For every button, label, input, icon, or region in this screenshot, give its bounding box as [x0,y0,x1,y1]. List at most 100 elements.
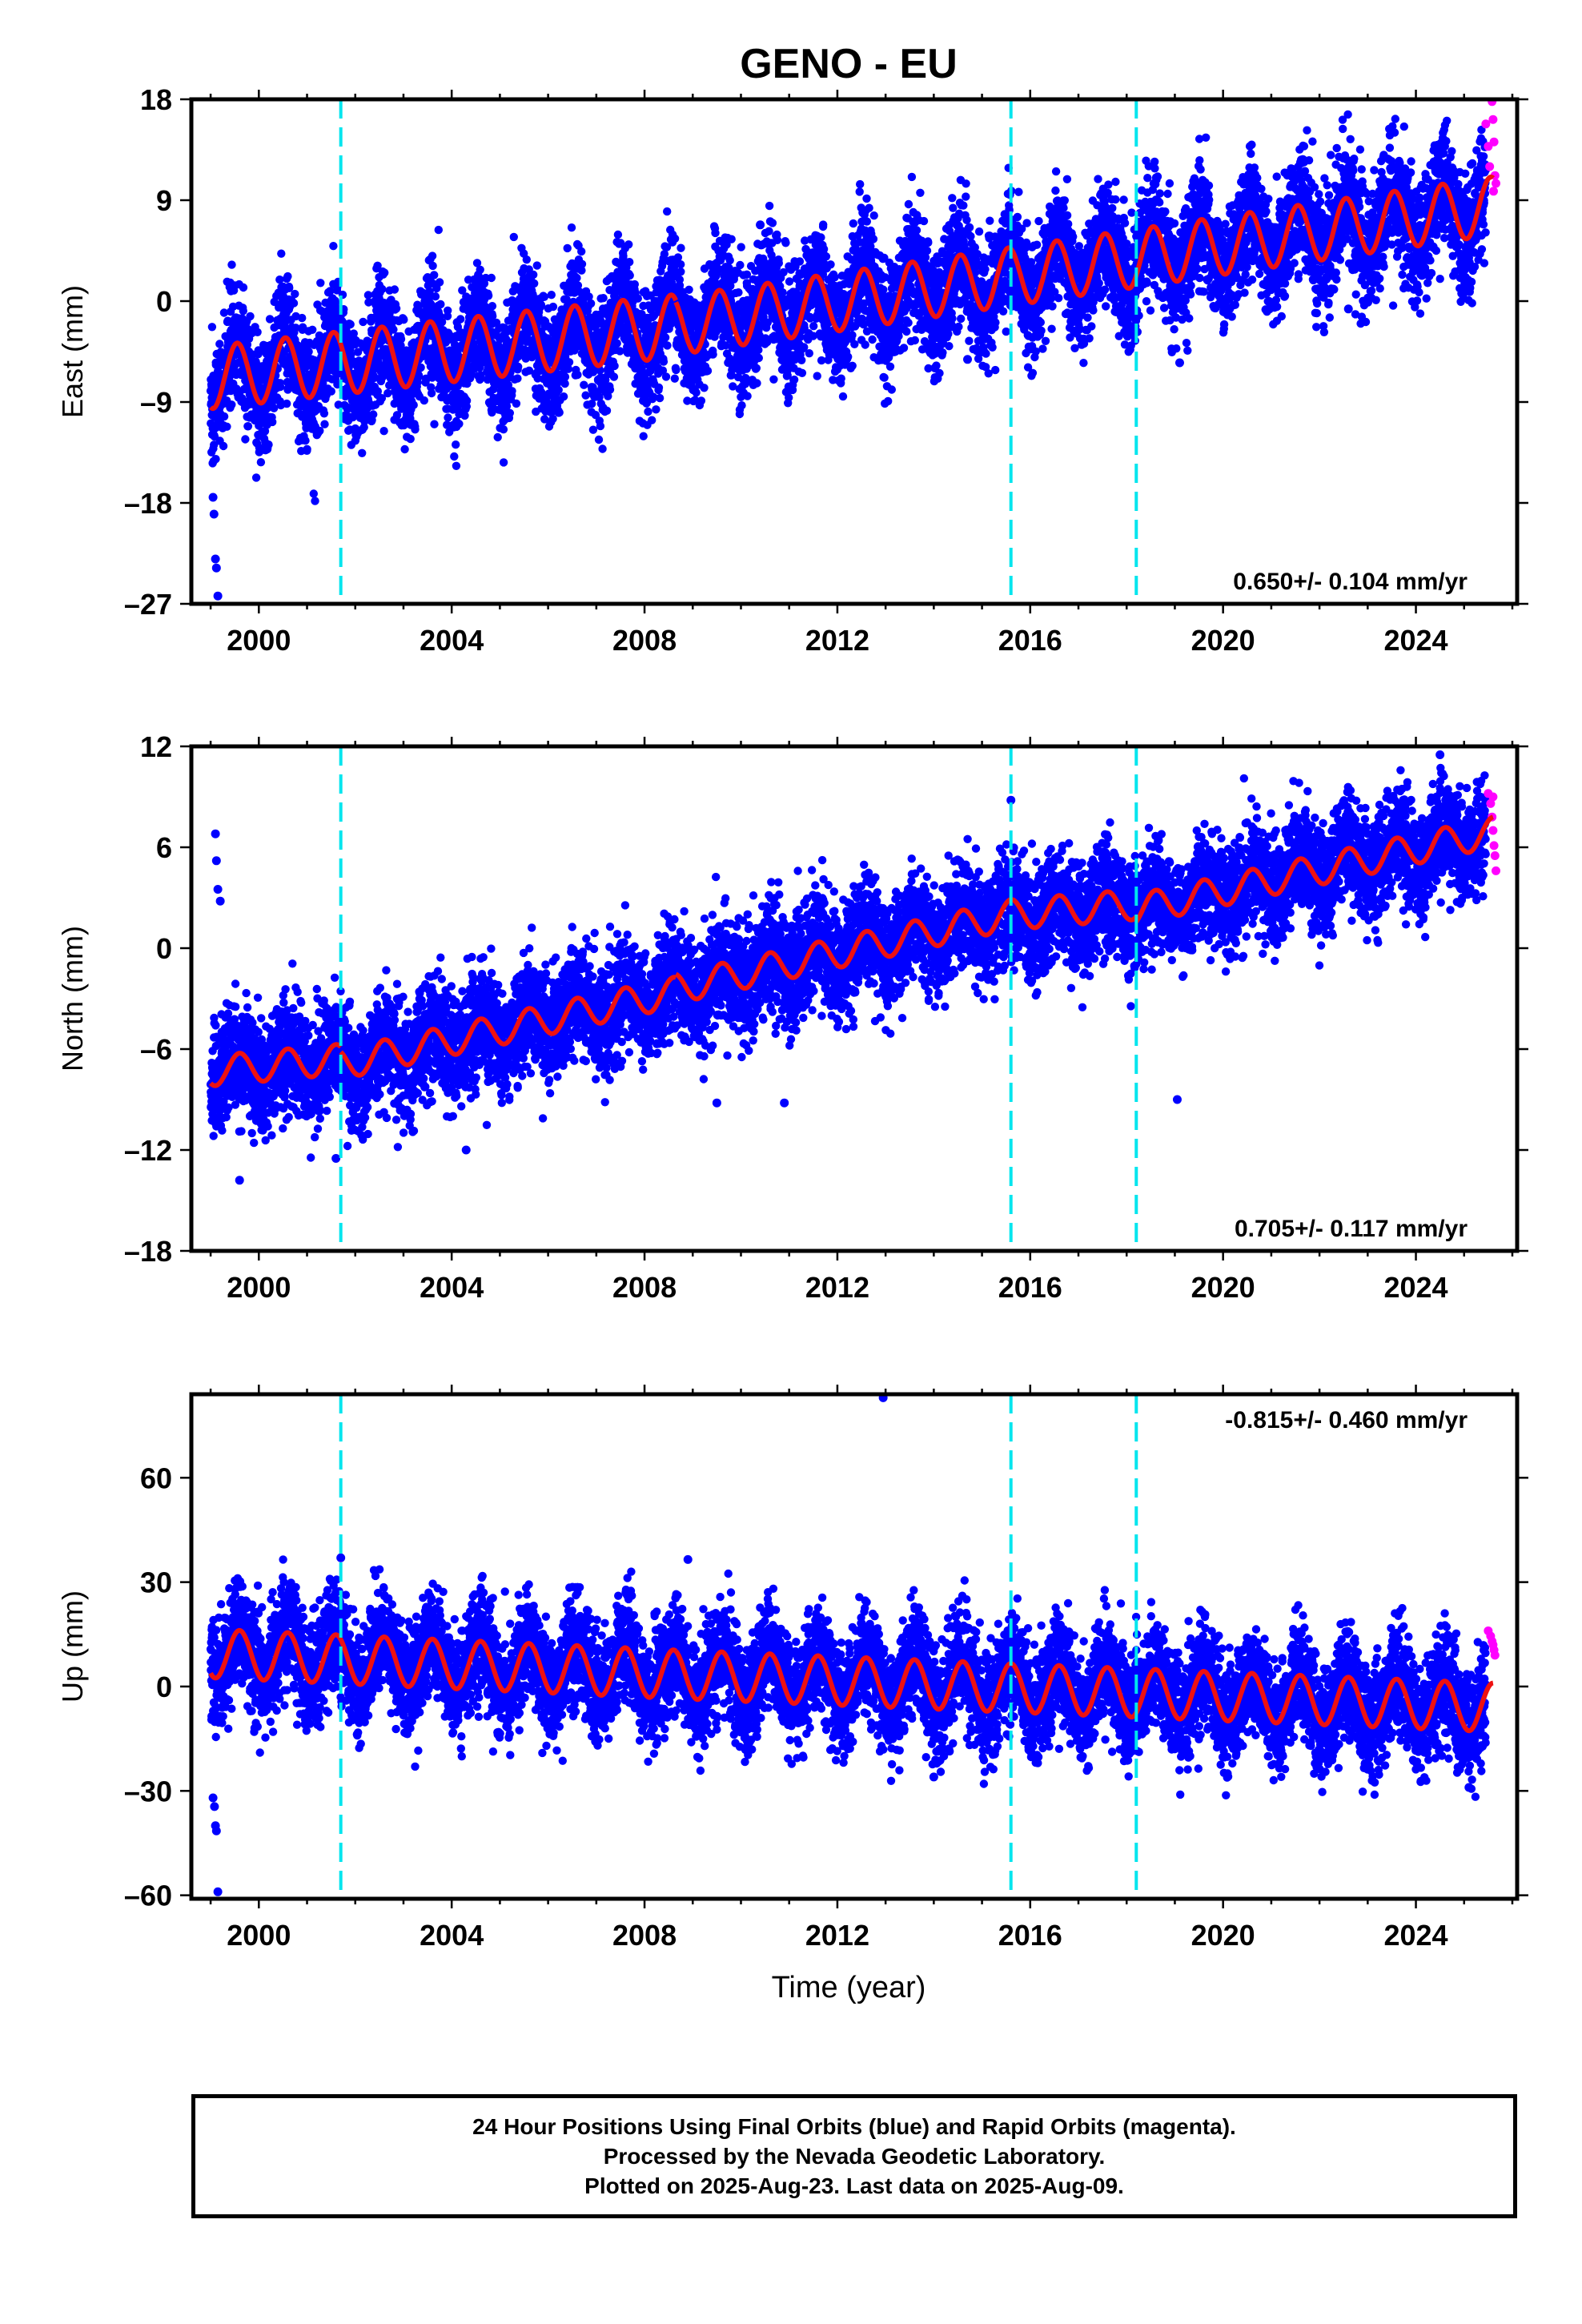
data-point [826,260,835,269]
data-point [315,426,324,436]
data-point [409,400,418,409]
data-point [532,261,541,270]
data-point [654,383,664,392]
data-point [505,408,514,417]
data-point [359,317,367,327]
data-point [529,270,538,279]
data-point [283,399,291,408]
data-point [246,312,255,321]
data-point [817,233,825,242]
data-point [609,372,619,381]
data-point [818,220,828,229]
data-point [319,409,329,418]
data-point [301,436,310,445]
data-point [435,278,444,287]
data-point [663,207,672,216]
data-point [373,387,382,396]
data-point [378,284,387,294]
data-point [559,392,568,401]
data-point [434,225,443,235]
data-point [379,427,388,436]
data-point [670,374,679,383]
data-point [251,473,261,482]
data-point [572,273,581,283]
data-point [598,444,607,453]
data-point [377,394,387,403]
data-point [819,244,829,254]
data-point [414,371,424,380]
data-point [256,458,266,467]
data-point [644,407,652,416]
data-point [536,300,546,309]
data-point [444,413,452,422]
data-point [736,260,745,270]
data-point [227,400,236,409]
data-point [241,435,250,444]
data-point [652,405,661,414]
data-point [303,444,311,454]
data-point [277,249,286,258]
data-point [319,379,327,388]
data-point [663,341,672,350]
data-point [488,302,497,311]
data-point [309,489,318,498]
data-point [285,283,294,292]
data-point [743,392,752,400]
data-point [785,277,794,286]
data-point [655,393,665,403]
data-point [380,268,389,277]
data-point [487,273,496,283]
data-point [530,279,539,288]
data-point [619,251,628,260]
data-point [428,261,437,271]
data-point [765,227,773,235]
data-point [830,273,839,282]
data-point [789,375,799,384]
data-point [455,420,464,428]
data-point [389,325,398,334]
data-point [462,396,472,405]
data-point [260,427,270,436]
data-point [624,240,633,249]
data-point [304,347,313,356]
data-point [844,352,853,361]
data-point [320,420,329,428]
data-point [753,379,761,388]
data-point [862,217,872,226]
data-point [436,300,445,309]
data-point [430,420,439,428]
data-point [670,234,680,243]
data-point [577,247,586,256]
data-point [754,345,763,355]
data-point [358,448,367,457]
data-point [795,257,805,266]
data-point [865,203,873,212]
data-point [444,306,452,315]
data-point [329,242,338,251]
panel-east: 2000 2004 2008 2012 2016 2020 2024–27–18–90918… [56,83,1528,657]
data-point [400,316,408,324]
data-point [327,387,335,396]
data-point [861,340,869,349]
data-point [773,235,782,244]
data-point [291,324,300,332]
data-point [207,323,217,332]
data-point [450,452,459,461]
data-point [677,267,685,276]
data-point [734,288,743,297]
data-point [373,261,382,270]
data-point [661,372,671,381]
data-point [456,315,465,324]
data-point [805,349,813,358]
data-point [554,385,563,395]
data-point [560,372,570,381]
data-point [311,497,319,505]
data-point [239,307,247,316]
data-point [210,440,219,449]
data-point [428,251,437,260]
data-point [692,388,701,397]
data-point [862,194,871,203]
data-point [563,243,572,253]
data-point [227,260,236,269]
